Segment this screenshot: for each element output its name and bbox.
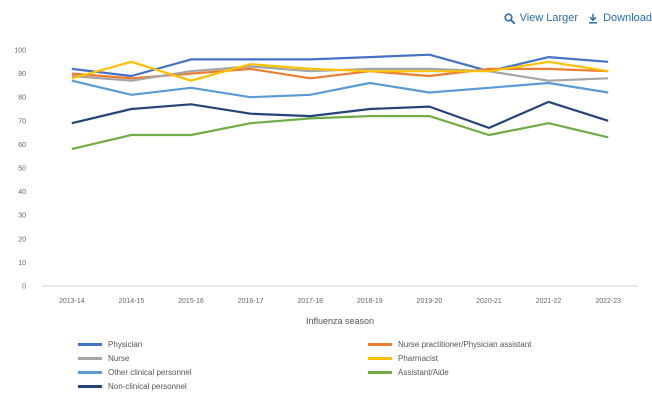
x-tick-label: 2019-20	[417, 298, 443, 305]
x-tick-label: 2017-18	[297, 298, 323, 305]
x-tick-label: 2016-17	[238, 298, 264, 305]
x-tick-label: 2013-14	[59, 298, 85, 305]
y-tick-label: 70	[18, 118, 26, 125]
chart-toolbar: View Larger Download	[503, 8, 652, 28]
x-axis-ticks: 2013-14 2014-15 2015-16 2016-17 2017-18 2018-…	[59, 298, 621, 305]
y-tick-label: 100	[14, 48, 26, 55]
legend-label: Physician	[108, 340, 143, 349]
legend-swatch	[368, 357, 392, 360]
x-tick-label: 2014-15	[119, 298, 145, 305]
x-tick-label: 2022-23	[595, 298, 621, 305]
y-tick-label: 80	[18, 95, 26, 102]
legend-label: Nurse	[108, 354, 130, 363]
legend-item: Non-clinical personnel	[78, 380, 368, 393]
legend-item: Nurse practitioner/Physician assistant	[368, 338, 638, 351]
series-line-pharmacist	[71, 60, 609, 82]
magnifier-icon	[503, 12, 515, 24]
download-label: Download	[603, 12, 652, 24]
chart-legend: Physician Nurse practitioner/Physician as…	[78, 338, 638, 393]
series-line-assistant-aide	[71, 114, 609, 151]
download-button[interactable]: Download	[588, 12, 652, 24]
legend-swatch	[78, 385, 102, 388]
legend-swatch	[78, 371, 102, 374]
legend-label: Non-clinical personnel	[108, 382, 187, 391]
legend-label: Assistant/Aide	[398, 368, 449, 377]
x-tick-label: 2021-22	[536, 298, 562, 305]
legend-item: Other clinical personnel	[78, 366, 368, 379]
x-tick-label: 2020-21	[476, 298, 502, 305]
view-larger-button[interactable]: View Larger	[503, 12, 579, 24]
y-tick-label: 50	[18, 166, 26, 173]
legend-label: Other clinical personnel	[108, 368, 192, 377]
legend-label: Pharmacist	[398, 354, 439, 363]
y-tick-label: 60	[18, 142, 26, 149]
legend-label: Nurse practitioner/Physician assistant	[398, 340, 532, 349]
legend-swatch	[78, 343, 102, 346]
y-tick-label: 0	[22, 284, 26, 291]
y-axis-ticks: 0 10 20 30 40 50 60 70 80 90 100	[14, 48, 26, 291]
legend-swatch	[368, 343, 392, 346]
series-line-other-clinical-personnel	[71, 79, 609, 99]
series-line-physician	[71, 53, 609, 78]
x-axis-title: Influenza season	[306, 316, 374, 326]
x-tick-label: 2015-16	[178, 298, 204, 305]
legend-item: Nurse	[78, 352, 368, 365]
series-lines	[71, 53, 609, 151]
y-tick-label: 40	[18, 189, 26, 196]
download-icon	[589, 13, 598, 24]
legend-item: Physician	[78, 338, 368, 351]
y-tick-label: 30	[18, 213, 26, 220]
legend-item: Assistant/Aide	[368, 366, 638, 379]
y-tick-label: 10	[18, 260, 26, 267]
legend-swatch	[78, 357, 102, 360]
y-tick-label: 20	[18, 236, 26, 243]
view-larger-label: View Larger	[519, 12, 579, 24]
legend-swatch	[368, 371, 392, 374]
series-line-non-clinical-personnel	[71, 100, 609, 130]
x-tick-label: 2018-19	[357, 298, 383, 305]
legend-item: Pharmacist	[368, 352, 638, 365]
y-tick-label: 90	[18, 71, 26, 78]
